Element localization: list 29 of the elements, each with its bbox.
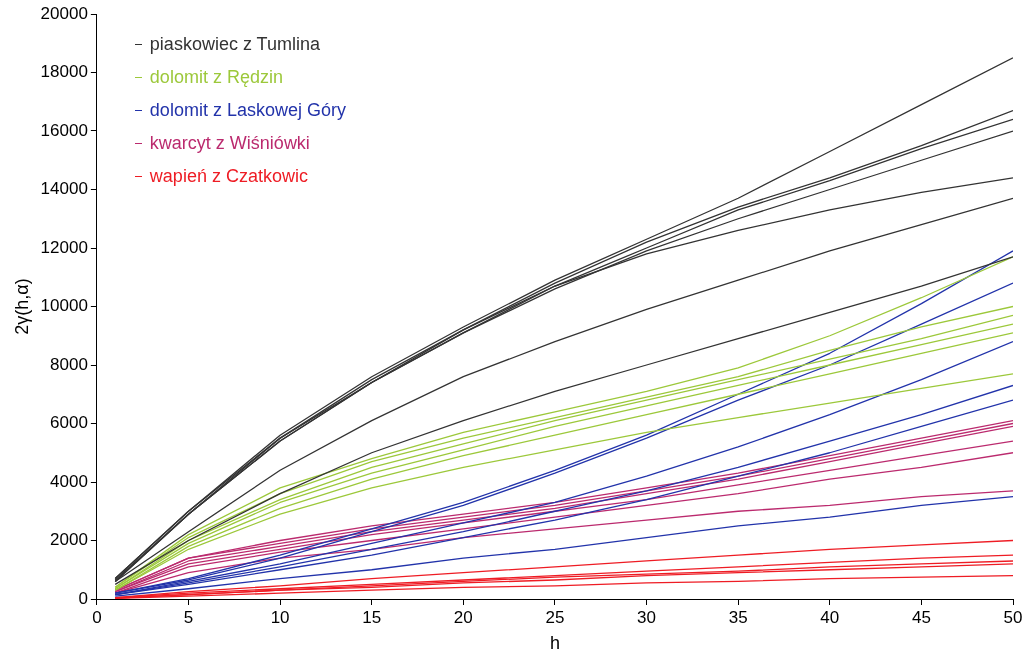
x-tick-label: 25 [545, 607, 565, 627]
x-tick-label: 35 [728, 607, 748, 627]
y-tick-label: 14000 [40, 179, 88, 199]
y-tick-label: 10000 [40, 296, 88, 316]
y-tick-label: 2000 [50, 530, 88, 550]
x-tick-label: 15 [362, 607, 382, 627]
x-tick-label: 30 [637, 607, 657, 627]
x-tick-label: 40 [820, 607, 840, 627]
x-tick-label: 50 [1003, 607, 1023, 627]
legend-label: piaskowiec z Tumlina [149, 33, 320, 56]
y-tick-label: 0 [78, 588, 88, 608]
legend-label: wapień z Czatkowic [149, 165, 308, 188]
legend-label: dolomit z Rędzin [149, 66, 283, 89]
y-tick-label: 8000 [50, 354, 88, 374]
x-tick-label: 5 [183, 607, 194, 627]
y-tick-label: 4000 [50, 471, 88, 491]
y-tick-label: 18000 [40, 62, 88, 82]
x-tick-label: 45 [911, 607, 931, 627]
x-tick-label: 20 [453, 607, 473, 627]
y-axis-title: 2γ(h,α) [11, 278, 32, 335]
y-tick-label: 6000 [50, 413, 88, 433]
x-tick-label: 10 [270, 607, 290, 627]
y-tick-label: 20000 [40, 3, 88, 23]
legend-label: kwarcyt z Wiśniówki [149, 132, 310, 155]
x-axis-title: h [549, 633, 560, 654]
y-tick-label: 16000 [40, 120, 88, 140]
y-tick-label: 12000 [40, 237, 88, 257]
x-tick-label: 0 [92, 607, 102, 627]
legend-label: dolomit z Laskowej Góry [149, 99, 346, 122]
